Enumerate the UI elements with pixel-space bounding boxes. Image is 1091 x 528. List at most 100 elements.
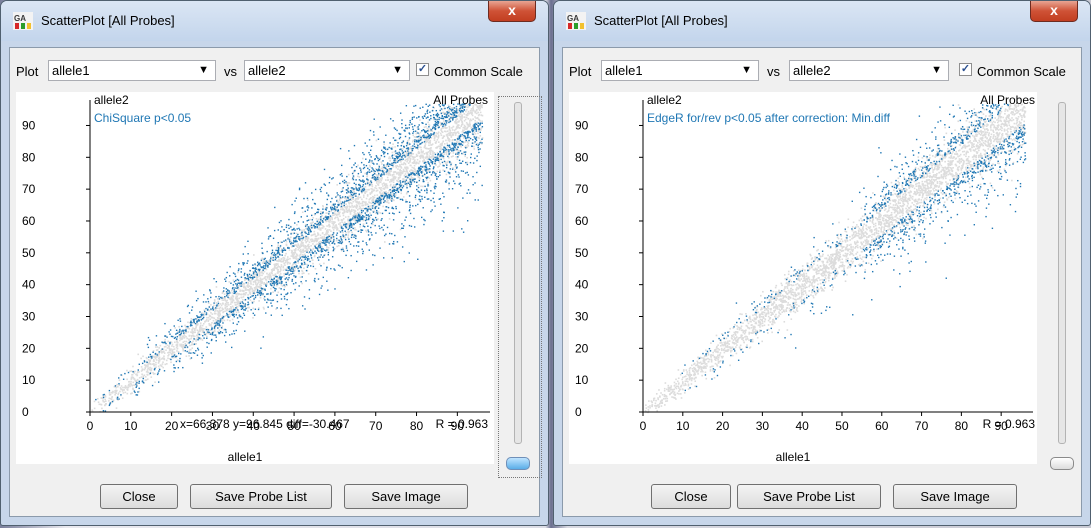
probe-point: [343, 197, 346, 199]
highlighted-point: [222, 290, 225, 292]
highlighted-point: [276, 281, 278, 283]
highlighted-point: [262, 266, 264, 269]
highlighted-point: [462, 105, 464, 107]
highlighted-point: [369, 184, 371, 186]
probe-point: [228, 307, 231, 310]
probe-point: [284, 264, 286, 267]
highlighted-point: [437, 124, 439, 126]
probe-point: [445, 180, 448, 182]
highlighted-point: [329, 240, 332, 243]
probe-point: [398, 171, 400, 174]
probe-point: [171, 345, 173, 347]
highlighted-point: [239, 283, 241, 285]
probe-point: [184, 331, 186, 334]
highlighted-point: [406, 187, 408, 189]
highlighted-point: [365, 207, 367, 210]
highlighted-point: [316, 220, 318, 223]
scatter-plot-area[interactable]: 0 10 20 30 40 50 60 70 80 90 0 10 20 30 40 50 60 70 80 90 a…: [16, 92, 494, 464]
probe-point: [284, 268, 287, 271]
probe-point: [114, 390, 116, 392]
probe-point: [392, 187, 395, 189]
highlighted-point: [276, 294, 278, 296]
highlighted-point: [307, 233, 310, 235]
probe-point: [376, 189, 379, 192]
highlighted-point: [267, 293, 269, 295]
probe-point: [167, 357, 169, 360]
probe-point: [271, 254, 273, 256]
probe-point: [105, 402, 107, 405]
probe-point: [121, 397, 124, 400]
window-close-button[interactable]: x: [488, 1, 536, 22]
highlighted-point: [391, 212, 394, 214]
highlighted-point: [339, 265, 341, 267]
highlighted-point: [439, 174, 441, 176]
probe-point: [299, 255, 302, 258]
probe-point: [285, 252, 287, 255]
highlighted-point: [266, 293, 268, 295]
probe-point: [481, 114, 484, 117]
highlighted-point: [197, 349, 200, 351]
highlighted-point: [329, 215, 332, 217]
probe-point: [414, 198, 417, 201]
highlighted-point: [479, 148, 481, 150]
highlighted-point: [478, 143, 480, 146]
probe-point: [193, 331, 196, 333]
highlighted-point: [428, 137, 430, 139]
probe-point: [180, 337, 182, 339]
probe-point: [467, 145, 470, 147]
title-bar[interactable]: GA ScatterPlot [All Probes] x: [1, 1, 548, 41]
probe-point: [450, 162, 453, 164]
probe-point: [246, 285, 249, 288]
probe-point: [337, 218, 339, 220]
probe-point: [392, 173, 395, 176]
probe-point: [404, 179, 406, 182]
probe-point: [469, 109, 472, 112]
probe-point: [367, 207, 370, 209]
probe-point: [156, 349, 159, 351]
probe-point: [445, 152, 448, 154]
probe-point: [375, 185, 377, 187]
probe-point: [190, 331, 192, 333]
highlighted-point: [387, 152, 389, 155]
probe-point: [406, 128, 408, 130]
highlighted-point: [435, 109, 438, 112]
highlighted-point: [400, 189, 402, 192]
highlighted-point: [328, 210, 330, 213]
highlighted-point: [373, 178, 376, 180]
probe-point: [154, 346, 157, 348]
probe-point: [379, 181, 382, 184]
probe-point: [472, 124, 474, 127]
common-scale-checkbox[interactable]: ✓: [416, 63, 429, 76]
probe-point: [233, 301, 236, 304]
probe-point: [351, 224, 354, 227]
probe-point: [262, 262, 265, 264]
probe-point: [406, 152, 408, 155]
y-axis-select[interactable]: allele2 ▼: [244, 60, 410, 81]
probe-point: [158, 352, 161, 355]
probe-point: [353, 217, 355, 220]
highlighted-point: [401, 198, 403, 201]
highlighted-point: [209, 289, 211, 291]
x-axis-select[interactable]: allele1 ▼: [48, 60, 216, 81]
highlighted-point: [400, 148, 402, 150]
probe-point: [178, 325, 180, 328]
probe-point: [244, 278, 247, 280]
highlighted-point: [109, 403, 111, 405]
highlighted-point: [384, 146, 386, 149]
probe-point: [117, 393, 120, 396]
probe-point: [208, 309, 211, 312]
probe-point: [213, 300, 216, 302]
highlighted-point: [453, 143, 455, 146]
probe-point: [280, 283, 283, 286]
highlighted-point: [257, 294, 259, 296]
probe-point: [230, 307, 233, 310]
highlighted-point: [244, 245, 246, 248]
highlighted-point: [454, 116, 457, 118]
probe-point: [295, 237, 298, 239]
probe-point: [431, 155, 433, 158]
highlighted-point: [326, 266, 328, 268]
highlighted-point: [464, 106, 466, 108]
highlighted-point: [319, 222, 322, 225]
highlighted-point: [222, 322, 224, 324]
